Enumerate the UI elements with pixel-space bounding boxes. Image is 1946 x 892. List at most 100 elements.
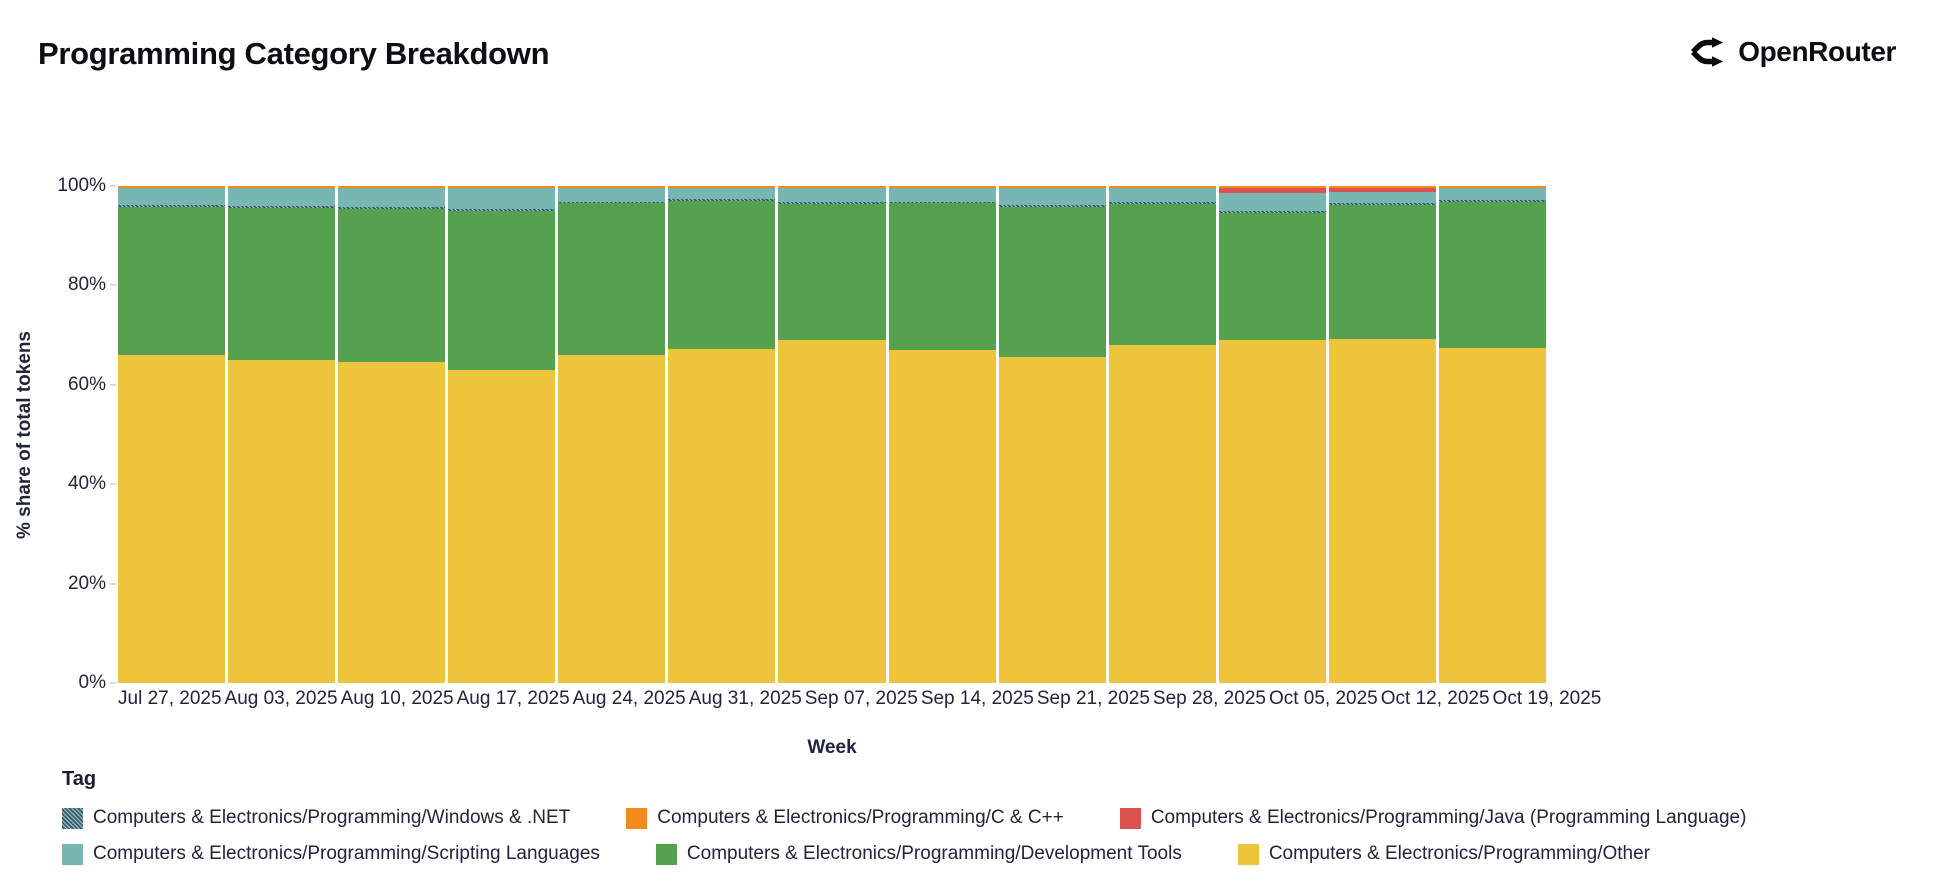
segment-programming-other[interactable]: [338, 362, 446, 683]
segment-windows-dotnet[interactable]: [118, 204, 226, 207]
segment-windows-dotnet[interactable]: [888, 201, 996, 203]
segment-programming-other[interactable]: [888, 350, 996, 683]
segment-windows-dotnet[interactable]: [1108, 201, 1216, 204]
segment-windows-dotnet[interactable]: [668, 199, 776, 201]
segment-windows-dotnet[interactable]: [1218, 211, 1326, 213]
bar-aug-31-2025[interactable]: [668, 186, 776, 683]
legend-item-development-tools[interactable]: Computers & Electronics/Programming/Deve…: [655, 843, 1182, 865]
segment-c-cpp[interactable]: [1438, 186, 1547, 188]
segment-development-tools[interactable]: [888, 202, 996, 351]
segment-development-tools[interactable]: [1438, 201, 1547, 349]
segment-development-tools[interactable]: [1218, 212, 1326, 341]
bar-sep-07-2025[interactable]: [778, 186, 886, 683]
y-tick-mark: [110, 383, 116, 386]
segment-c-cpp[interactable]: [558, 186, 666, 188]
bar-oct-19-2025[interactable]: [1438, 186, 1547, 683]
bar-oct-05-2025[interactable]: [1218, 186, 1326, 683]
segment-windows-dotnet[interactable]: [1328, 203, 1436, 205]
y-tick-mark: [110, 185, 116, 187]
segment-development-tools[interactable]: [118, 206, 226, 355]
segment-c-cpp[interactable]: [1218, 186, 1326, 188]
segment-windows-dotnet[interactable]: [338, 206, 446, 209]
segment-scripting-languages[interactable]: [888, 187, 996, 202]
bar-sep-14-2025[interactable]: [888, 186, 996, 683]
bar-aug-03-2025[interactable]: [228, 186, 336, 683]
segment-development-tools[interactable]: [228, 207, 336, 360]
segment-scripting-languages[interactable]: [228, 188, 336, 206]
legend-item-programming-other[interactable]: Computers & Electronics/Programming/Othe…: [1237, 843, 1650, 865]
segment-scripting-languages[interactable]: [448, 187, 556, 209]
segment-c-cpp[interactable]: [888, 186, 996, 188]
legend-item-scripting-languages[interactable]: Computers & Electronics/Programming/Scri…: [62, 843, 600, 865]
segment-c-cpp[interactable]: [448, 186, 556, 188]
legend-item-c-cpp[interactable]: Computers & Electronics/Programming/C & …: [626, 807, 1064, 829]
y-tick-100: 100%: [57, 175, 116, 197]
segment-programming-other[interactable]: [558, 354, 666, 683]
segment-scripting-languages[interactable]: [778, 187, 886, 203]
segment-programming-other[interactable]: [1438, 348, 1547, 683]
bar-oct-12-2025[interactable]: [1328, 186, 1436, 683]
segment-development-tools[interactable]: [778, 203, 886, 341]
bar-sep-28-2025[interactable]: [1108, 186, 1216, 683]
legend-item-windows-dotnet[interactable]: Computers & Electronics/Programming/Wind…: [62, 807, 570, 829]
y-tick-label: 40%: [67, 473, 106, 495]
segment-scripting-languages[interactable]: [1438, 187, 1547, 201]
segment-programming-other[interactable]: [118, 354, 226, 683]
segment-scripting-languages[interactable]: [998, 187, 1106, 206]
segment-scripting-languages[interactable]: [1218, 192, 1326, 212]
segment-scripting-languages[interactable]: [1108, 187, 1216, 202]
segment-windows-dotnet[interactable]: [228, 205, 336, 208]
bar-aug-24-2025[interactable]: [558, 186, 666, 683]
segment-c-cpp[interactable]: [118, 186, 226, 189]
bar-sep-21-2025[interactable]: [998, 186, 1106, 683]
segment-c-cpp[interactable]: [1328, 186, 1436, 188]
y-axis: 0% 20% 40% 60% 80% 100%: [0, 175, 116, 693]
segment-c-cpp[interactable]: [778, 186, 886, 188]
y-tick-mark: [110, 582, 116, 585]
segment-programming-other[interactable]: [668, 349, 776, 683]
segment-development-tools[interactable]: [338, 208, 446, 363]
segment-development-tools[interactable]: [448, 210, 556, 370]
legend-item-java[interactable]: Computers & Electronics/Programming/Java…: [1119, 807, 1746, 829]
segment-windows-dotnet[interactable]: [558, 201, 666, 204]
segment-java[interactable]: [1218, 187, 1326, 193]
segment-programming-other[interactable]: [228, 359, 336, 683]
windows-dotnet-swatch-icon: [62, 807, 83, 829]
segment-c-cpp[interactable]: [668, 186, 776, 188]
legend: Tag Computers & Electronics/Programming/…: [62, 768, 1862, 865]
segment-development-tools[interactable]: [1328, 204, 1436, 339]
programming-other-swatch-icon: [1237, 843, 1259, 865]
segment-c-cpp[interactable]: [998, 186, 1106, 188]
segment-scripting-languages[interactable]: [558, 187, 666, 202]
segment-programming-other[interactable]: [778, 340, 886, 683]
segment-scripting-languages[interactable]: [338, 188, 446, 207]
segment-programming-other[interactable]: [998, 357, 1106, 683]
bar-aug-17-2025[interactable]: [448, 186, 556, 683]
segment-development-tools[interactable]: [558, 203, 666, 355]
segment-programming-other[interactable]: [448, 369, 556, 683]
segment-windows-dotnet[interactable]: [998, 205, 1106, 207]
segment-programming-other[interactable]: [1108, 345, 1216, 683]
bar-aug-10-2025[interactable]: [338, 186, 446, 683]
segment-programming-other[interactable]: [1328, 338, 1436, 683]
segment-development-tools[interactable]: [998, 206, 1106, 358]
segment-c-cpp[interactable]: [338, 186, 446, 189]
segment-c-cpp[interactable]: [228, 186, 336, 188]
segment-development-tools[interactable]: [1108, 203, 1216, 346]
segment-scripting-languages[interactable]: [118, 188, 226, 205]
segment-windows-dotnet[interactable]: [1438, 200, 1547, 202]
segment-windows-dotnet[interactable]: [448, 208, 556, 211]
openrouter-logo[interactable]: OpenRouter: [1691, 36, 1896, 68]
segment-c-cpp[interactable]: [1108, 186, 1216, 188]
segment-development-tools[interactable]: [668, 200, 776, 350]
segment-scripting-languages[interactable]: [668, 187, 776, 200]
y-tick-mark: [110, 284, 116, 287]
segment-programming-other[interactable]: [1218, 340, 1326, 683]
y-tick-40: 40%: [68, 473, 116, 495]
segment-scripting-languages[interactable]: [1328, 191, 1436, 204]
bar-jul-27-2025[interactable]: [118, 186, 226, 683]
segment-java[interactable]: [1328, 187, 1436, 192]
y-tick-80: 80%: [68, 274, 116, 296]
x-tick-label-aug-31-2025: Aug 31, 2025: [688, 688, 802, 709]
segment-windows-dotnet[interactable]: [778, 202, 886, 204]
